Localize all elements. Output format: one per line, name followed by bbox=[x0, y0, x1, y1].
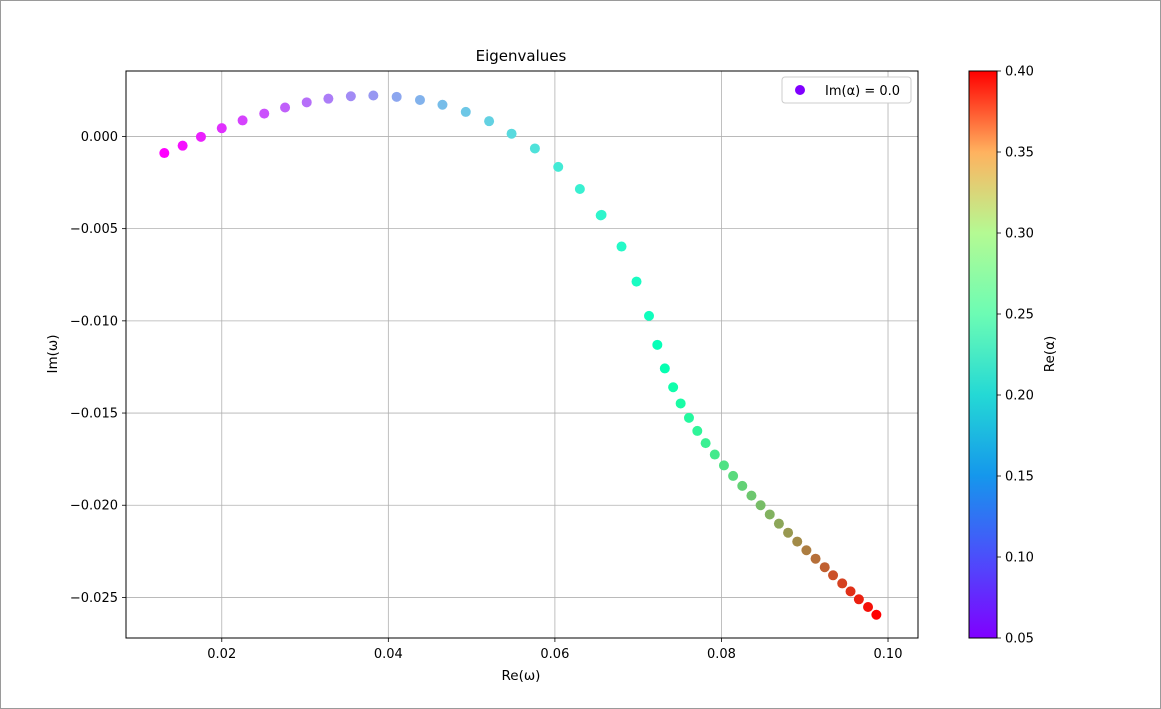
x-axis-title: Re(ω) bbox=[502, 668, 541, 684]
y-tick-label: −0.025 bbox=[70, 591, 118, 606]
data-point bbox=[553, 161, 564, 172]
data-point bbox=[529, 143, 540, 154]
colorbar-tick-label: 0.10 bbox=[1005, 551, 1034, 566]
colorbar-tick-label: 0.40 bbox=[1005, 65, 1034, 80]
x-tick-label: 0.06 bbox=[540, 647, 569, 662]
colorbar-tick-label: 0.25 bbox=[1005, 308, 1034, 323]
legend: Im(α) = 0.0 bbox=[781, 76, 912, 104]
data-point bbox=[631, 276, 642, 287]
legend-marker bbox=[795, 85, 805, 95]
data-point bbox=[773, 518, 784, 529]
data-point bbox=[506, 128, 517, 139]
colorbar-tick-label: 0.15 bbox=[1005, 470, 1034, 485]
data-point bbox=[368, 90, 379, 101]
data-point bbox=[863, 602, 874, 613]
data-point bbox=[301, 97, 312, 108]
data-point bbox=[718, 460, 729, 471]
colorbar-tick-label: 0.30 bbox=[1005, 227, 1034, 242]
data-point bbox=[391, 91, 402, 102]
legend-label: Im(α) = 0.0 bbox=[825, 84, 900, 99]
x-tick-label: 0.02 bbox=[207, 647, 236, 662]
data-point bbox=[853, 594, 864, 605]
data-point bbox=[280, 102, 291, 113]
legend-box bbox=[781, 76, 912, 104]
colorbar-ticks: 0.05 0.10 0.15 0.20 0.25 0.30 0.35 0.40 bbox=[997, 65, 1034, 647]
colorbar: 0.05 0.10 0.15 0.20 0.25 0.30 0.35 0.40 Re(α) bbox=[968, 65, 1058, 647]
scatter-points bbox=[159, 90, 882, 620]
data-point bbox=[237, 115, 248, 126]
plot-area bbox=[126, 71, 918, 638]
colorbar-gradient bbox=[968, 70, 998, 639]
data-point bbox=[819, 562, 830, 573]
data-point bbox=[484, 116, 495, 127]
x-tick-label: 0.10 bbox=[874, 647, 903, 662]
data-point bbox=[737, 480, 748, 491]
data-point bbox=[810, 553, 821, 564]
data-point bbox=[574, 184, 585, 195]
data-point bbox=[700, 438, 711, 449]
data-point bbox=[783, 527, 794, 538]
data-point bbox=[652, 339, 663, 350]
data-point bbox=[195, 131, 206, 142]
y-tick-label: 0.000 bbox=[81, 130, 118, 145]
data-point bbox=[159, 148, 170, 159]
data-point bbox=[845, 586, 856, 597]
data-point bbox=[616, 241, 627, 252]
data-point bbox=[828, 570, 839, 581]
chart-title: Eigenvalues bbox=[476, 47, 567, 65]
x-tick-label: 0.08 bbox=[707, 647, 736, 662]
colorbar-tick-label: 0.05 bbox=[1005, 632, 1034, 647]
x-tick-label: 0.04 bbox=[374, 647, 403, 662]
y-axis-ticks: 0.000 −0.005 −0.010 −0.015 −0.020 −0.025 bbox=[70, 130, 126, 606]
data-point bbox=[668, 382, 679, 393]
data-point bbox=[659, 363, 670, 374]
data-point bbox=[414, 94, 425, 105]
data-point bbox=[792, 536, 803, 547]
data-point bbox=[460, 106, 471, 117]
plot-frame bbox=[125, 70, 919, 639]
data-point bbox=[837, 578, 848, 589]
colorbar-tick-label: 0.35 bbox=[1005, 146, 1034, 161]
data-point bbox=[675, 398, 686, 409]
data-point bbox=[259, 108, 270, 119]
colorbar-tick-label: 0.20 bbox=[1005, 389, 1034, 404]
x-axis-ticks: 0.02 0.04 0.06 0.08 0.10 bbox=[207, 638, 902, 662]
y-tick-label: −0.005 bbox=[70, 222, 118, 237]
data-point bbox=[644, 310, 655, 321]
data-point bbox=[709, 449, 720, 460]
data-point bbox=[437, 99, 448, 110]
data-point bbox=[764, 509, 775, 520]
data-point bbox=[755, 500, 766, 511]
data-point bbox=[216, 123, 227, 134]
y-tick-label: −0.010 bbox=[70, 314, 118, 329]
colorbar-title: Re(α) bbox=[1042, 336, 1058, 373]
data-point bbox=[746, 490, 757, 501]
data-point bbox=[683, 412, 694, 423]
y-tick-label: −0.020 bbox=[70, 499, 118, 514]
data-point bbox=[177, 140, 188, 151]
y-tick-label: −0.015 bbox=[70, 407, 118, 422]
y-axis-title: Im(ω) bbox=[45, 335, 61, 374]
data-point bbox=[323, 93, 334, 104]
data-point bbox=[596, 209, 607, 220]
data-point bbox=[871, 609, 882, 620]
data-point bbox=[801, 545, 812, 556]
data-point bbox=[692, 425, 703, 436]
data-point bbox=[728, 470, 739, 481]
data-point bbox=[345, 91, 356, 102]
